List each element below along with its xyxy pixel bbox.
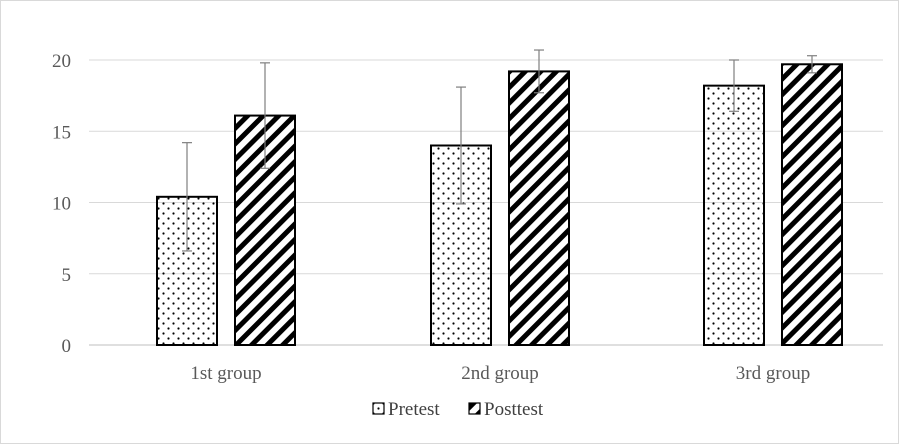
bar-posttest-2 bbox=[508, 70, 570, 347]
legend-label: Pretest bbox=[388, 399, 440, 420]
bar-pretest-3 bbox=[703, 84, 765, 347]
legend-item-posttest: Posttest bbox=[468, 399, 544, 420]
error-bar-posttest-2 bbox=[534, 49, 544, 94]
bar-posttest-1 bbox=[234, 114, 296, 346]
y-tick-label: 5 bbox=[62, 265, 72, 286]
legend-swatch-pretest bbox=[372, 402, 385, 415]
bar-posttest-3 bbox=[781, 63, 843, 347]
error-bar-posttest-1 bbox=[260, 62, 270, 169]
x-tick-label: 1st group bbox=[190, 363, 261, 384]
y-axis: 0 5 10 15 20 bbox=[52, 51, 71, 357]
error-bar-pretest-1 bbox=[182, 142, 192, 252]
y-tick-label: 15 bbox=[52, 122, 71, 143]
error-bars bbox=[182, 49, 817, 252]
legend-swatch-posttest bbox=[468, 402, 481, 415]
error-bar-posttest-3 bbox=[807, 55, 817, 74]
y-tick-label: 10 bbox=[52, 194, 71, 215]
y-tick-label: 20 bbox=[52, 51, 71, 72]
y-tick-label: 0 bbox=[62, 336, 72, 357]
legend-item-pretest: Pretest bbox=[372, 399, 440, 420]
x-axis: 1st group 2nd group 3rd group bbox=[190, 363, 810, 384]
legend: Pretest Posttest bbox=[372, 399, 544, 420]
error-bar-pretest-2 bbox=[456, 86, 466, 205]
x-tick-label: 3rd group bbox=[736, 363, 810, 384]
bars bbox=[156, 63, 843, 347]
error-bar-pretest-3 bbox=[729, 59, 739, 112]
legend-label: Posttest bbox=[484, 399, 544, 420]
x-tick-label: 2nd group bbox=[461, 363, 539, 384]
